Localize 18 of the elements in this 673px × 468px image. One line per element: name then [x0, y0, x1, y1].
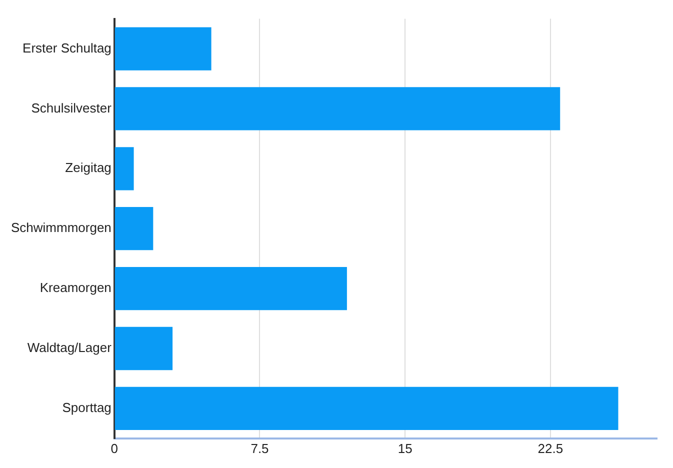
- y-tick-label: Zeigitag: [65, 160, 112, 176]
- y-tick-label: Sporttag: [62, 400, 112, 416]
- x-tick-label: 22.5: [538, 440, 564, 456]
- y-tick-label: Erster Schultag: [22, 40, 112, 56]
- y-tick-label: Schulsilvester: [31, 100, 112, 116]
- y-tick-label: Waldtag/Lager: [27, 340, 112, 356]
- x-tick-label: 7.5: [250, 440, 269, 456]
- x-tick-label: 15: [398, 440, 412, 456]
- bar: [114, 266, 347, 310]
- bar: [114, 87, 560, 130]
- y-tick-label: Schwimmmorgen: [10, 220, 112, 236]
- bar: [114, 147, 134, 190]
- bar: [114, 207, 154, 250]
- bar: [114, 326, 173, 370]
- bar: [114, 386, 618, 430]
- bar: [114, 27, 212, 70]
- y-tick-label: Kreamorgen: [40, 280, 112, 296]
- x-tick-label: 0: [110, 440, 118, 456]
